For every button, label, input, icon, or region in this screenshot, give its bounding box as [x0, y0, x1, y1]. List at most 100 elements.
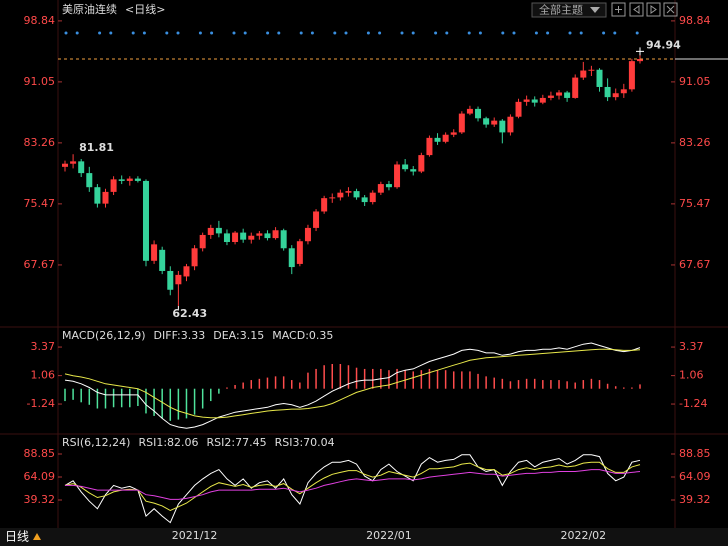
- next-button[interactable]: [646, 2, 661, 17]
- prev-button[interactable]: [629, 2, 644, 17]
- x-tick-label: 2022/01: [366, 529, 412, 542]
- signal-dot: [243, 31, 247, 35]
- candle-body: [369, 192, 376, 203]
- signal-dot: [299, 31, 303, 35]
- candle-body: [507, 116, 514, 133]
- candle-body: [523, 99, 530, 102]
- candle-body: [612, 93, 619, 98]
- signal-dot: [64, 31, 68, 35]
- candle-body: [151, 244, 158, 261]
- candle-body: [596, 69, 603, 87]
- signal-dot: [109, 31, 113, 35]
- candle-body: [126, 178, 133, 181]
- candle-body: [572, 77, 579, 98]
- candle-body: [94, 187, 101, 204]
- candle-body: [191, 248, 198, 267]
- candle-body: [580, 70, 587, 78]
- candle-body: [434, 137, 441, 142]
- signal-dot: [635, 31, 639, 35]
- signal-dot: [366, 31, 370, 35]
- candle-body: [199, 234, 206, 249]
- candle-body: [159, 249, 166, 271]
- legend-label: RSI(6,12,24): [62, 436, 130, 449]
- x-tick-label: 2021/12: [172, 529, 218, 542]
- candle-body: [118, 179, 125, 181]
- signal-dot: [165, 31, 169, 35]
- candle-body: [264, 233, 271, 239]
- theme-button-label[interactable]: 全部主题: [539, 3, 583, 17]
- candle-body: [499, 120, 506, 133]
- signal-dot: [512, 31, 516, 35]
- signal-dot: [176, 31, 180, 35]
- y-tick-label-right: 83.26: [679, 136, 711, 149]
- candle-body: [232, 232, 239, 243]
- signal-dot: [501, 31, 505, 35]
- legend-label: <日线>: [125, 2, 165, 16]
- candle-body: [142, 180, 149, 261]
- signal-dot: [198, 31, 202, 35]
- signal-dot: [400, 31, 404, 35]
- candle-body: [86, 173, 93, 188]
- signal-dot: [333, 31, 337, 35]
- y-tick-label-right: -1.24: [679, 397, 707, 410]
- close-button[interactable]: [663, 2, 678, 17]
- signal-dot: [344, 31, 348, 35]
- signal-dot: [602, 31, 606, 35]
- candle-body: [442, 134, 449, 142]
- candle-body: [78, 161, 85, 174]
- theme-button-arrow[interactable]: [590, 7, 600, 13]
- candle-body: [329, 197, 336, 199]
- candle-body: [620, 89, 627, 94]
- candle-body: [296, 241, 303, 264]
- candle-body: [256, 233, 263, 236]
- high-cross: [636, 47, 644, 56]
- y-tick-label-right: 98.84: [679, 14, 711, 27]
- y-tick-label: 75.47: [24, 197, 56, 210]
- y-tick-label: 67.67: [24, 258, 56, 271]
- close-icon: [666, 5, 675, 14]
- candle-body: [62, 163, 68, 167]
- indicator-line: [64, 461, 641, 512]
- candle-body: [564, 92, 571, 98]
- signal-dot: [434, 31, 438, 35]
- y-tick-label-right: 64.09: [679, 470, 711, 483]
- signal-dot: [75, 31, 79, 35]
- prev-icon: [633, 5, 640, 14]
- y-tick-label-right: 3.37: [679, 340, 704, 353]
- candle-body: [475, 108, 482, 119]
- candle-body: [361, 197, 368, 203]
- candle-body: [288, 248, 295, 268]
- candle-body: [337, 192, 344, 198]
- grid-button[interactable]: [611, 2, 626, 17]
- y-tick-label-right: 75.47: [679, 197, 711, 210]
- signal-dot: [568, 31, 572, 35]
- signal-dot: [579, 31, 583, 35]
- candle-body: [402, 164, 409, 170]
- candle-body: [183, 266, 190, 277]
- signal-dot: [478, 31, 482, 35]
- candle-body: [483, 118, 490, 125]
- period-arrow[interactable]: [33, 533, 41, 540]
- candle-body: [304, 227, 311, 242]
- period-label[interactable]: 日线: [5, 530, 29, 544]
- next-icon: [650, 5, 657, 14]
- candle-body: [539, 97, 546, 103]
- theme-button[interactable]: [531, 2, 607, 18]
- candle-body: [556, 92, 563, 96]
- candle-body: [394, 164, 401, 188]
- candle-body: [588, 69, 595, 71]
- y-tick-label: 98.84: [24, 14, 56, 27]
- signal-dot: [266, 31, 270, 35]
- y-tick-label-right: 1.06: [679, 369, 704, 382]
- candle-body: [272, 230, 279, 239]
- candle-body: [458, 113, 465, 133]
- candle-body: [110, 179, 117, 192]
- y-tick-label-right: 91.05: [679, 75, 711, 88]
- window-buttons: [611, 2, 678, 17]
- high-label: 94.94: [646, 38, 681, 51]
- candle-body: [313, 211, 320, 228]
- signal-dot: [310, 31, 314, 35]
- legend-label: RSI3:70.04: [275, 436, 335, 449]
- legend-label: MACD(26,12,9): [62, 329, 146, 342]
